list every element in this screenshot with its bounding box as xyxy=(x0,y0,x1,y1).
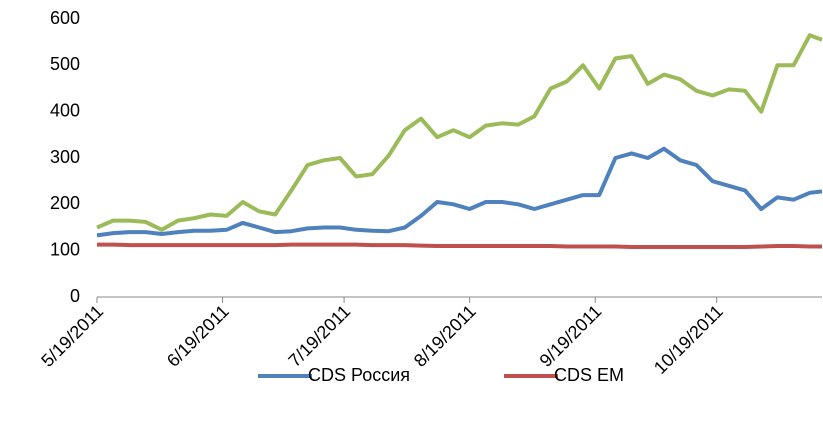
y-tick-label: 400 xyxy=(50,100,80,120)
series-line xyxy=(96,146,823,238)
x-tick-label: 6/19/2011 xyxy=(163,301,233,371)
x-tick-label: 7/19/2011 xyxy=(284,301,354,371)
x-tick-label: 9/19/2011 xyxy=(536,301,606,371)
x-tick-label: 10/19/2011 xyxy=(650,301,727,378)
y-tick-label: 0 xyxy=(70,286,80,306)
x-tick-label: 5/19/2011 xyxy=(37,301,107,371)
x-tick-label: 8/19/2011 xyxy=(410,301,480,371)
y-tick-label: 500 xyxy=(50,54,80,74)
series-line xyxy=(97,242,822,249)
y-tick-label: 200 xyxy=(50,193,80,213)
legend-label: CDS EM xyxy=(554,365,624,385)
y-tick-label: 300 xyxy=(50,147,80,167)
y-tick-label: 600 xyxy=(50,8,80,28)
y-tick-label: 100 xyxy=(50,239,80,259)
series-line xyxy=(96,33,823,232)
legend-label: CDS Россия xyxy=(308,365,410,385)
